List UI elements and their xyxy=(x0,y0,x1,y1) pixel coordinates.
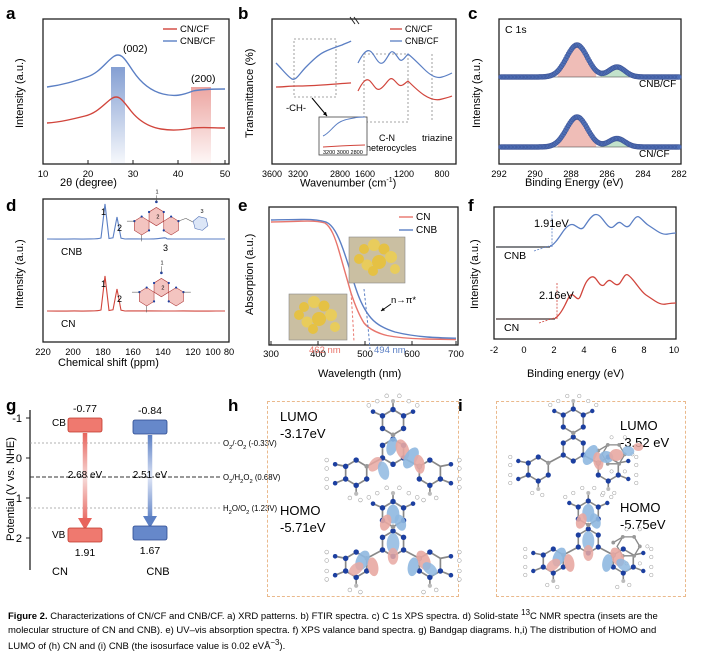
svg-text:10: 10 xyxy=(669,345,679,355)
svg-text:CN: CN xyxy=(504,322,519,334)
svg-text:4: 4 xyxy=(581,345,586,355)
svg-text:CN: CN xyxy=(416,212,430,223)
svg-text:1200: 1200 xyxy=(394,169,414,179)
svg-text:1.67: 1.67 xyxy=(140,545,161,557)
svg-text:2: 2 xyxy=(161,285,164,291)
svg-text:CN/CF: CN/CF xyxy=(405,24,433,34)
svg-text:CNB/CF: CNB/CF xyxy=(639,79,676,90)
svg-text:1.91: 1.91 xyxy=(75,547,96,559)
svg-text:80: 80 xyxy=(224,347,234,357)
svg-text:2: 2 xyxy=(551,345,556,355)
svg-text:200: 200 xyxy=(65,347,81,357)
svg-text:282: 282 xyxy=(671,169,687,179)
svg-text:CN/CF: CN/CF xyxy=(639,149,670,160)
svg-text:30: 30 xyxy=(128,169,139,180)
svg-text:CB: CB xyxy=(52,418,66,429)
svg-text:2.16eV: 2.16eV xyxy=(539,290,575,302)
svg-text:120: 120 xyxy=(185,347,201,357)
svg-text:300: 300 xyxy=(263,349,279,360)
svg-text:180: 180 xyxy=(95,347,111,357)
svg-text:40: 40 xyxy=(173,169,184,180)
svg-text:2: 2 xyxy=(117,294,122,304)
svg-text:C 1s: C 1s xyxy=(505,24,527,36)
svg-text:n→π*: n→π* xyxy=(391,295,416,306)
svg-text:CN: CN xyxy=(61,319,75,330)
svg-text:494 nm: 494 nm xyxy=(374,345,406,356)
svg-text:-CH-: -CH- xyxy=(286,103,306,114)
svg-text:triazine: triazine xyxy=(422,133,453,144)
svg-text:0: 0 xyxy=(521,345,526,355)
svg-text:-2: -2 xyxy=(490,345,498,355)
svg-text:CNB/CF: CNB/CF xyxy=(180,36,216,47)
svg-text:500: 500 xyxy=(357,349,373,360)
svg-text:100: 100 xyxy=(205,347,221,357)
svg-text:-0.84: -0.84 xyxy=(138,405,162,417)
svg-text:3: 3 xyxy=(163,243,168,253)
svg-text:CNB: CNB xyxy=(146,566,169,578)
svg-text:CNB: CNB xyxy=(416,225,437,236)
svg-text:(002): (002) xyxy=(123,43,148,55)
svg-text:1: 1 xyxy=(160,261,163,267)
svg-text:CNB: CNB xyxy=(504,250,526,262)
svg-text:3600: 3600 xyxy=(262,169,282,179)
svg-text:800: 800 xyxy=(434,169,449,179)
svg-text:284: 284 xyxy=(635,169,651,179)
svg-text:CNB/CF: CNB/CF xyxy=(405,36,439,46)
svg-text:CNB: CNB xyxy=(61,247,82,258)
svg-text:140: 140 xyxy=(155,347,171,357)
svg-text:292: 292 xyxy=(491,169,507,179)
svg-text:3200 3000 2800: 3200 3000 2800 xyxy=(323,150,363,156)
svg-text:220: 220 xyxy=(35,347,51,357)
svg-text:700: 700 xyxy=(448,349,464,360)
svg-text:1: 1 xyxy=(101,279,106,289)
svg-text:CN/CF: CN/CF xyxy=(180,24,209,35)
svg-text:160: 160 xyxy=(125,347,141,357)
svg-text:10: 10 xyxy=(38,169,49,180)
svg-text:2: 2 xyxy=(117,223,122,233)
svg-text:heterocycles: heterocycles xyxy=(366,143,417,153)
svg-text:50: 50 xyxy=(220,169,231,180)
svg-text:VB: VB xyxy=(52,530,66,541)
svg-text:-0.77: -0.77 xyxy=(73,403,97,415)
svg-text:600: 600 xyxy=(404,349,420,360)
svg-text:462 nm: 462 nm xyxy=(309,345,341,356)
svg-text:C-N: C-N xyxy=(379,133,395,143)
svg-text:1.91eV: 1.91eV xyxy=(534,218,570,230)
svg-text:6: 6 xyxy=(611,345,616,355)
svg-text:CN: CN xyxy=(52,566,68,578)
svg-text:2.68 eV: 2.68 eV xyxy=(68,470,103,481)
svg-text:(200): (200) xyxy=(191,73,216,85)
svg-text:1: 1 xyxy=(101,207,106,217)
svg-text:8: 8 xyxy=(641,345,646,355)
svg-text:1: 1 xyxy=(155,190,158,196)
svg-text:2: 2 xyxy=(156,214,159,220)
svg-text:2.51 eV: 2.51 eV xyxy=(133,470,168,481)
svg-text:3: 3 xyxy=(201,209,204,215)
